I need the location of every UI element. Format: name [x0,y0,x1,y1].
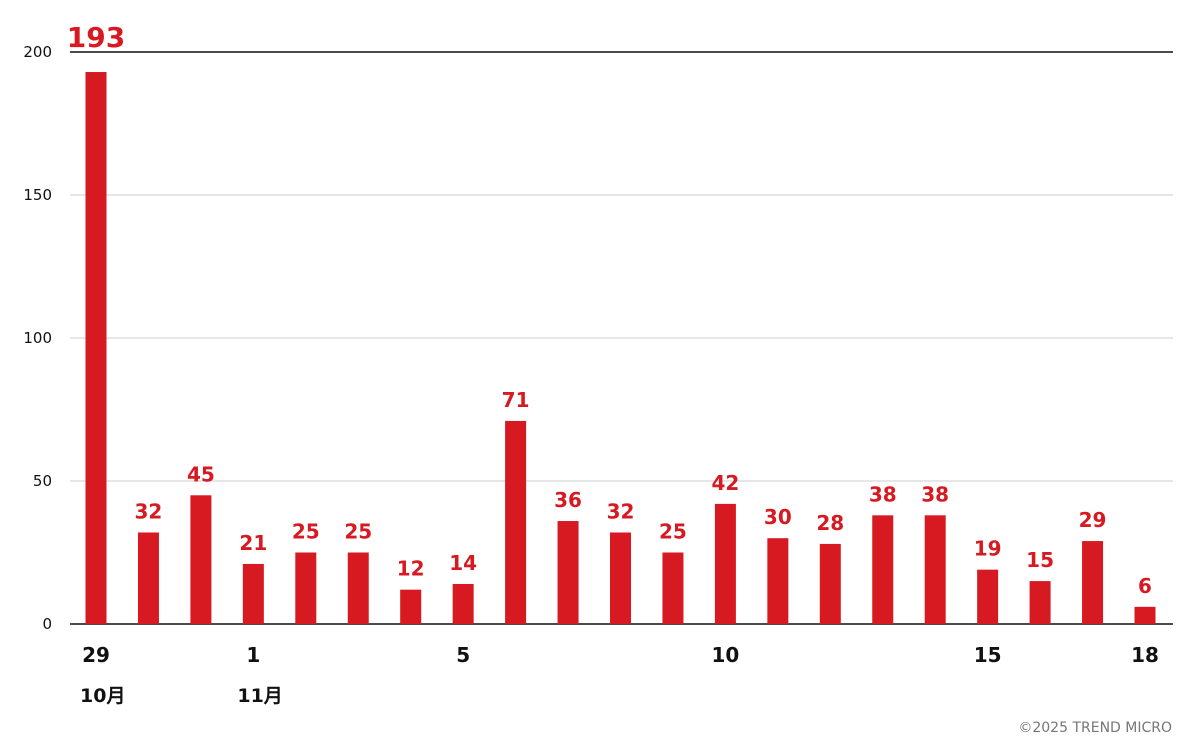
bar [714,503,736,624]
bar [400,589,422,624]
x-tick-label: 29 [82,643,110,667]
bar [347,552,369,624]
x-tick-label: 15 [974,643,1002,667]
data-label: 45 [187,462,215,486]
data-label: 193 [67,21,125,54]
x-tick-label: 1 [246,643,260,667]
month-label: 11月 [237,685,282,707]
data-label: 12 [397,557,425,581]
data-label: 25 [659,520,687,544]
y-tick-label: 100 [23,329,52,347]
bars [85,72,1156,624]
bar [610,532,631,624]
bar [505,420,527,624]
data-label: 28 [816,511,844,535]
bar [85,72,107,624]
data-label: 15 [1026,548,1054,572]
y-tick-label: 200 [23,43,52,61]
data-label: 32 [135,499,163,523]
x-tick-label: 18 [1131,643,1159,667]
copyright-text: ©2025 TREND MICRO [1018,720,1172,736]
data-label: 42 [711,471,739,495]
data-labels: 193 32 45 21 25 25 12 14 71 36 32 25 42 30 28 38 38 19 15 2… [67,21,1152,598]
x-tick-label: 5 [456,643,470,667]
bar [872,515,894,624]
data-label: 71 [502,388,530,412]
bar [452,583,474,624]
bar [137,532,159,624]
bar [924,515,946,624]
y-tick-label: 50 [33,472,52,490]
data-label: 21 [239,531,267,555]
y-axis-ticks: 0 50 100 150 200 [23,43,52,633]
bar [1134,606,1156,624]
bar [557,521,579,624]
bar [977,569,999,624]
data-label: 25 [344,520,372,544]
x-tick-label: 10 [711,643,739,667]
data-label: 38 [921,482,949,506]
bar [190,495,212,624]
data-label: 6 [1138,574,1152,598]
month-label: 10月 [80,685,125,707]
bar [242,563,264,624]
bar [662,552,684,624]
bar [295,552,317,624]
data-label: 29 [1079,508,1107,532]
data-label: 25 [292,520,320,544]
data-label: 19 [974,537,1002,561]
bar [1029,581,1051,624]
bar [1082,541,1104,624]
bar [819,543,841,624]
y-tick-label: 150 [23,186,52,204]
data-label: 38 [869,482,897,506]
data-label: 30 [764,505,792,529]
data-label: 36 [554,488,582,512]
y-tick-label: 0 [42,615,52,633]
data-label: 32 [607,499,635,523]
bar [767,538,789,624]
data-label: 14 [449,551,477,575]
